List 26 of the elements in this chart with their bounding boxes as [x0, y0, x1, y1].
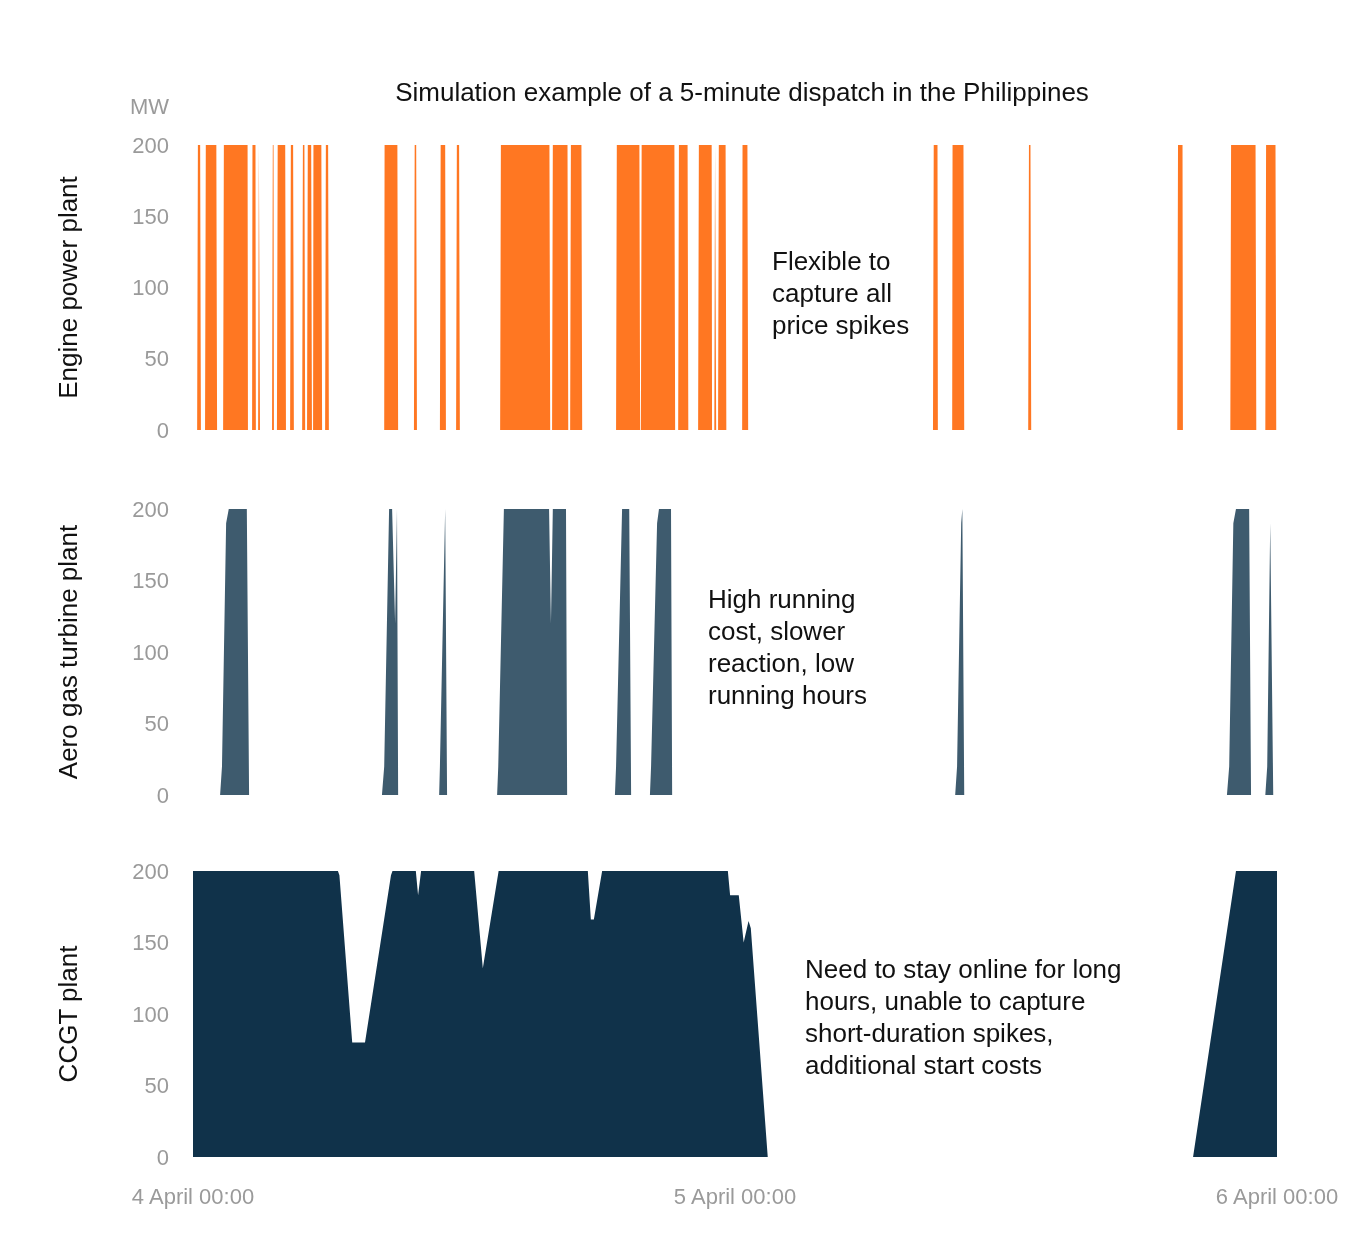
y-tick-label: 0: [156, 1144, 169, 1170]
chart-title: Simulation example of a 5-minute dispatch in the Philippines: [395, 77, 1089, 107]
annotation: High running cost, slower reaction, low running hours: [708, 584, 867, 710]
y-axis-title: CCGT plant: [53, 944, 83, 1083]
y-axis-title: Engine power plant: [53, 175, 83, 399]
x-tick-label: 6 April 00:00: [1215, 1183, 1339, 1209]
y-tick-label: 50: [144, 346, 169, 372]
y-tick-label: 100: [132, 275, 169, 300]
text: MW: [130, 93, 170, 119]
x-tick-label: 5 April 00:00: [673, 1183, 797, 1209]
y-tick-label: 50: [144, 711, 169, 736]
y-tick-label: 100: [132, 639, 169, 665]
y-tick-label: 0: [156, 417, 169, 443]
x-tick-label: 4 April 00:00: [131, 1183, 255, 1209]
y-tick-label: 150: [132, 203, 169, 229]
y-tick-label: 100: [132, 1001, 169, 1027]
annotation: Flexible to capture all price spikes: [772, 246, 910, 340]
y-tick-label: 0: [156, 782, 169, 808]
y-tick-label: 50: [144, 1073, 169, 1098]
y-tick-label: 200: [132, 132, 169, 158]
y-tick-label: 200: [132, 496, 169, 522]
y-tick-label: 150: [132, 568, 169, 593]
y-tick-label: 200: [132, 858, 169, 884]
annotation: Need to stay online for long hours, unable to capture short-duration spikes, additional start costs: [805, 954, 1129, 1080]
y-axis-title: Aero gas turbine plant: [53, 524, 83, 780]
y-tick-label: 150: [132, 930, 169, 955]
